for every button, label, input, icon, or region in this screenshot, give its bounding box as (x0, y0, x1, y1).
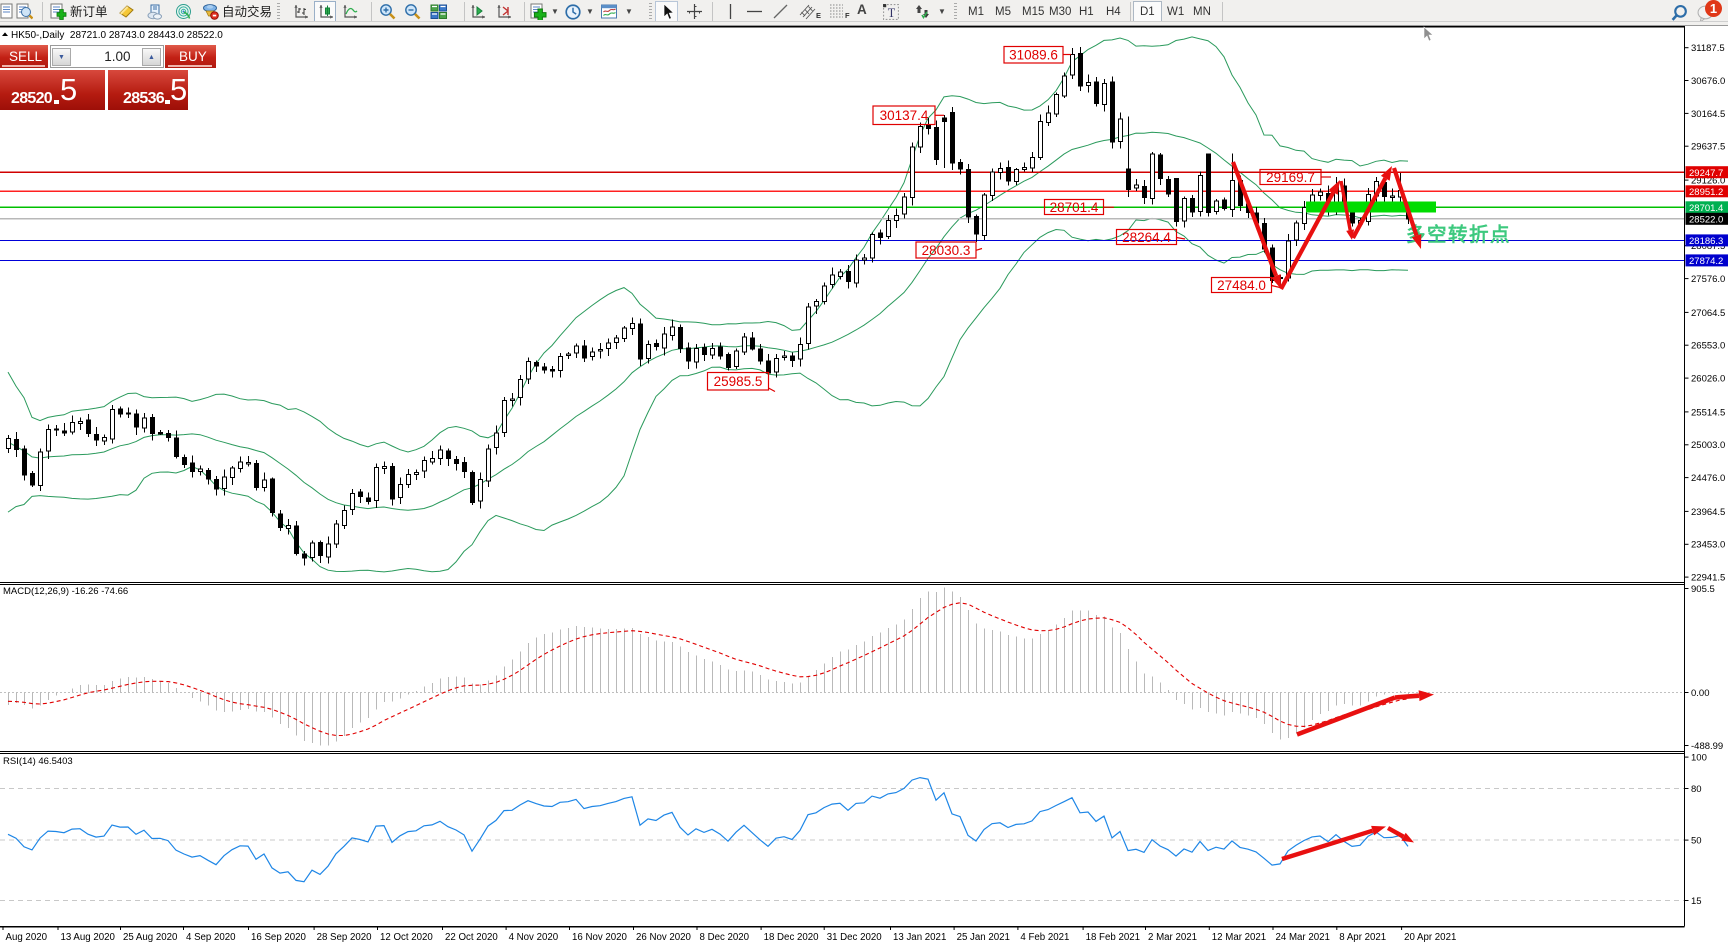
svg-text:MACD(12,26,9) -16.26 -74.66: MACD(12,26,9) -16.26 -74.66 (3, 586, 128, 597)
svg-text:28186.3: 28186.3 (1689, 236, 1723, 247)
svg-text:-488.99: -488.99 (1691, 741, 1723, 752)
svg-text:28030.3: 28030.3 (922, 243, 971, 258)
svg-text:25 Aug 2020: 25 Aug 2020 (123, 932, 178, 943)
svg-text:23964.5: 23964.5 (1691, 507, 1725, 518)
svg-text:28522.0: 28522.0 (1689, 214, 1723, 225)
svg-text:25985.5: 25985.5 (714, 374, 763, 389)
svg-text:18 Dec 2020: 18 Dec 2020 (764, 932, 820, 943)
svg-text:28951.2: 28951.2 (1689, 187, 1723, 198)
svg-text:25514.5: 25514.5 (1691, 407, 1725, 418)
svg-text:50: 50 (1691, 836, 1702, 847)
svg-text:22941.5: 22941.5 (1691, 573, 1725, 584)
svg-text:13 Aug 2020: 13 Aug 2020 (61, 932, 116, 943)
svg-text:29169.7: 29169.7 (1266, 170, 1315, 185)
svg-text:30676.0: 30676.0 (1691, 76, 1725, 87)
svg-text:26026.0: 26026.0 (1691, 374, 1725, 385)
svg-text:28264.4: 28264.4 (1122, 230, 1171, 245)
svg-text:Aug 2020: Aug 2020 (6, 932, 48, 943)
svg-text:30137.4: 30137.4 (880, 108, 929, 123)
svg-text:4 Feb 2021: 4 Feb 2021 (1020, 932, 1069, 943)
svg-text:18 Feb 2021: 18 Feb 2021 (1086, 932, 1140, 943)
svg-text:25 Jan 2021: 25 Jan 2021 (957, 932, 1010, 943)
svg-text:29637.5: 29637.5 (1691, 142, 1725, 153)
svg-text:80: 80 (1691, 784, 1702, 795)
svg-text:26553.0: 26553.0 (1691, 341, 1725, 352)
svg-text:28087.5: 28087.5 (1691, 241, 1725, 252)
svg-text:31 Dec 2020: 31 Dec 2020 (827, 932, 883, 943)
svg-text:27484.0: 27484.0 (1217, 278, 1266, 293)
svg-text:24476.0: 24476.0 (1691, 473, 1725, 484)
svg-text:RSI(14) 46.5403: RSI(14) 46.5403 (3, 756, 73, 767)
svg-text:T: T (888, 6, 896, 20)
svg-text:22 Oct 2020: 22 Oct 2020 (445, 932, 498, 943)
svg-text:905.5: 905.5 (1691, 584, 1715, 595)
svg-text:29126.0: 29126.0 (1691, 176, 1725, 187)
svg-text:23453.0: 23453.0 (1691, 540, 1725, 551)
svg-text:31187.5: 31187.5 (1691, 43, 1725, 54)
svg-text:15: 15 (1691, 896, 1702, 907)
svg-text:16 Sep 2020: 16 Sep 2020 (251, 932, 307, 943)
svg-text:27576.0: 27576.0 (1691, 274, 1725, 285)
svg-text:28701.4: 28701.4 (1050, 200, 1099, 215)
svg-text:8 Dec 2020: 8 Dec 2020 (700, 932, 750, 943)
svg-text:4 Nov 2020: 4 Nov 2020 (509, 932, 559, 943)
svg-text:29247.7: 29247.7 (1689, 168, 1723, 179)
svg-text:16 Nov 2020: 16 Nov 2020 (572, 932, 628, 943)
svg-text:12 Oct 2020: 12 Oct 2020 (380, 932, 433, 943)
svg-text:20 Apr 2021: 20 Apr 2021 (1404, 932, 1456, 943)
svg-text:27064.5: 27064.5 (1691, 308, 1725, 319)
svg-text:12 Mar 2021: 12 Mar 2021 (1212, 932, 1266, 943)
svg-text:27874.2: 27874.2 (1689, 256, 1723, 267)
svg-text:4 Sep 2020: 4 Sep 2020 (186, 932, 236, 943)
svg-text:HK50-,Daily 28721.0 28743.0 2: HK50-,Daily 28721.0 28743.0 28443.0 2852… (11, 30, 223, 41)
svg-text:26 Nov 2020: 26 Nov 2020 (636, 932, 692, 943)
svg-text:0.00: 0.00 (1691, 688, 1710, 699)
svg-text:多空转折点: 多空转折点 (1406, 223, 1511, 246)
svg-text:28701.4: 28701.4 (1689, 203, 1723, 214)
svg-text:28 Sep 2020: 28 Sep 2020 (317, 932, 373, 943)
svg-text:31089.6: 31089.6 (1009, 48, 1058, 63)
svg-text:30164.5: 30164.5 (1691, 109, 1725, 120)
svg-text:8 Apr 2021: 8 Apr 2021 (1339, 932, 1386, 943)
svg-text:25003.0: 25003.0 (1691, 440, 1725, 451)
svg-text:100: 100 (1691, 753, 1707, 764)
svg-text:24 Mar 2021: 24 Mar 2021 (1276, 932, 1330, 943)
svg-text:2 Mar 2021: 2 Mar 2021 (1148, 932, 1197, 943)
svg-text:13 Jan 2021: 13 Jan 2021 (893, 932, 946, 943)
